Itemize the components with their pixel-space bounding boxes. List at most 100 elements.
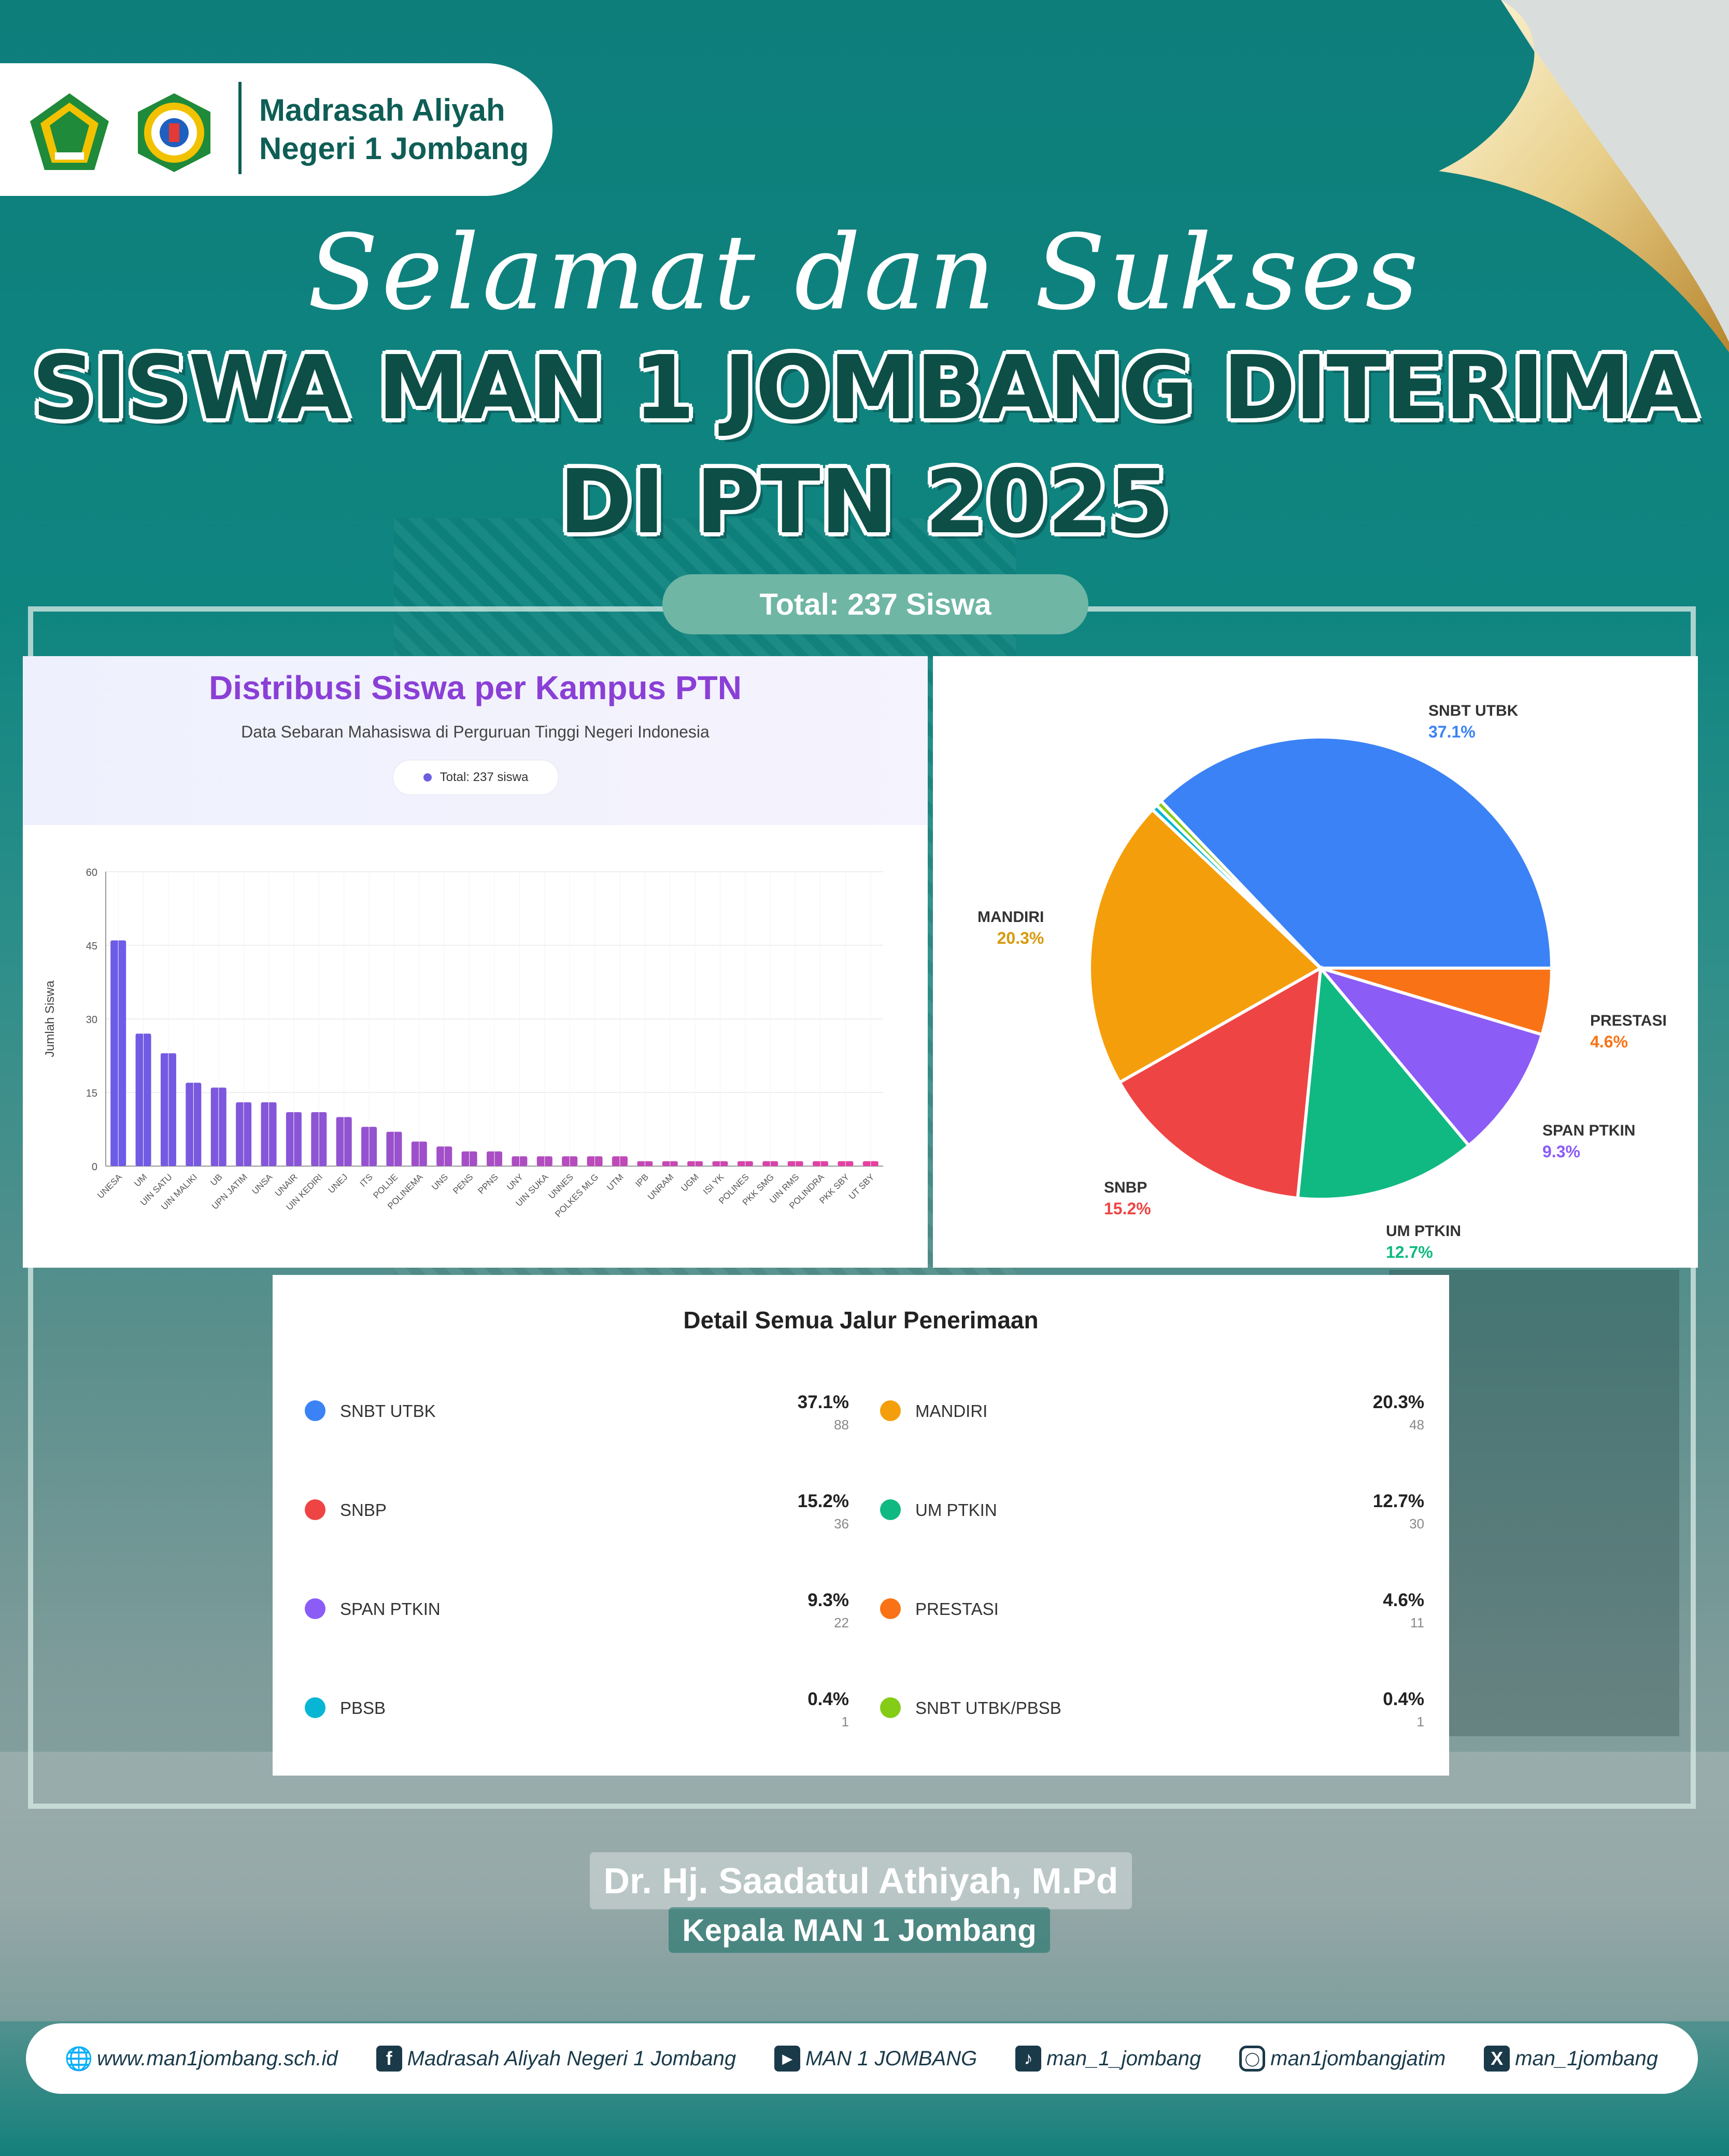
x-tick-label: ISI YK xyxy=(701,1172,726,1197)
pie-label-name: SNBP xyxy=(1104,1179,1147,1196)
pie-label-name: UM PTKIN xyxy=(1386,1223,1461,1240)
pie-chart-panel: SNBT UTBK 37.1% MANDIRI 20.3% PRESTASI 4… xyxy=(933,656,1698,1268)
tiktok-icon: ♪ xyxy=(1015,2046,1042,2072)
footer-x[interactable]: X man_1jombang xyxy=(1484,2046,1658,2072)
pie-slice xyxy=(1117,965,1323,1200)
pie-label-pct: 20.3% xyxy=(997,929,1044,947)
facebook-icon: f xyxy=(376,2046,402,2072)
pie-slice xyxy=(1296,964,1471,1201)
bar-chart-title: Distribusi Siswa per Kampus PTN xyxy=(209,669,742,706)
detail-label: UM PTKIN xyxy=(915,1500,997,1520)
x-tick-label: UNY xyxy=(505,1172,525,1192)
detail-item: PRESTASI 4.6% 11 xyxy=(880,1581,1424,1638)
detail-count: 88 xyxy=(834,1417,849,1432)
pie-label-mandiri: MANDIRI 20.3% xyxy=(977,907,1044,948)
pie-label-name: PRESTASI xyxy=(1590,1012,1667,1029)
detail-label: PRESTASI xyxy=(915,1599,999,1619)
main-title-line2: DI PTN 2025 xyxy=(559,451,1170,554)
school-name: Madrasah Aliyah Negeri 1 Jombang xyxy=(259,91,529,168)
pie-label-snbt-utbk: SNBT UTBK 37.1% xyxy=(1428,701,1518,742)
footer-instagram[interactable]: ◯ man1jombangjatim xyxy=(1239,2046,1445,2072)
detail-item: SNBT UTBK 37.1% 88 xyxy=(305,1383,849,1440)
detail-label: SNBP xyxy=(340,1500,387,1520)
globe-icon: 🌐 xyxy=(64,2046,93,2072)
footer-bar: 🌐 www.man1jombang.sch.id f Madrasah Aliy… xyxy=(26,2023,1698,2094)
footer-instagram-label: man1jombangjatim xyxy=(1270,2047,1446,2070)
pie-label-pct: 15.2% xyxy=(1104,1199,1151,1218)
kemenag-logo xyxy=(30,93,109,170)
detail-count: 48 xyxy=(1409,1417,1424,1432)
detail-dot-icon xyxy=(880,1400,901,1421)
detail-item: SPAN PTKIN 9.3% 22 xyxy=(305,1581,849,1638)
background-road xyxy=(0,1752,1729,2021)
instagram-icon: ◯ xyxy=(1239,2046,1266,2072)
y-tick-label: 15 xyxy=(86,1088,97,1099)
detail-percent: 20.3% xyxy=(1372,1392,1424,1412)
footer-tiktok-label: man_1_jombang xyxy=(1046,2047,1201,2070)
x-tick-label: PENS xyxy=(451,1172,475,1196)
youtube-icon: ▶ xyxy=(774,2046,801,2072)
bar-chart-panel: Distribusi Siswa per Kampus PTN Data Seb… xyxy=(23,656,928,1268)
detail-label: MANDIRI xyxy=(915,1401,988,1421)
footer-tiktok[interactable]: ♪ man_1_jombang xyxy=(1015,2046,1201,2072)
y-tick-label: 60 xyxy=(86,867,97,878)
x-tick-label: UGM xyxy=(679,1172,700,1193)
school-name-line1: Madrasah Aliyah xyxy=(259,93,505,127)
x-tick-label: UT SBY xyxy=(847,1172,876,1201)
detail-percent: 9.3% xyxy=(807,1590,849,1610)
detail-panel: Detail Semua Jalur Penerimaan SNBT UTBK 3… xyxy=(273,1275,1449,1776)
principal-name: Dr. Hj. Saadatul Athiyah, M.Pd xyxy=(590,1852,1132,1909)
detail-percent: 15.2% xyxy=(797,1491,849,1511)
detail-count: 1 xyxy=(1416,1714,1424,1729)
detail-percent: 0.4% xyxy=(807,1689,849,1709)
total-badge: Total: 237 Siswa xyxy=(662,574,1088,634)
detail-item: MANDIRI 20.3% 48 xyxy=(880,1383,1424,1440)
footer-youtube[interactable]: ▶ MAN 1 JOMBANG xyxy=(774,2046,977,2072)
detail-count: 22 xyxy=(834,1615,849,1630)
bar-chart-header xyxy=(23,656,928,825)
x-tick-label: ITS xyxy=(358,1172,375,1188)
footer-youtube-label: MAN 1 JOMBANG xyxy=(805,2047,977,2070)
x-icon: X xyxy=(1484,2046,1510,2072)
x-tick-label: UNSA xyxy=(250,1172,275,1196)
pie-chart xyxy=(1088,735,1554,1201)
y-tick-label: 0 xyxy=(92,1161,97,1173)
detail-item: SNBT UTBK/PBSB 0.4% 1 xyxy=(880,1680,1424,1737)
detail-dot-icon xyxy=(305,1697,325,1718)
pie-slice xyxy=(1154,799,1322,970)
detail-dot-icon xyxy=(880,1697,901,1718)
pie-slice xyxy=(1088,807,1324,1085)
pie-label-prestasi: PRESTASI 4.6% xyxy=(1590,1011,1667,1052)
x-tick-label: UNS xyxy=(430,1172,450,1192)
detail-label: SNBT UTBK xyxy=(340,1401,436,1421)
detail-percent: 37.1% xyxy=(797,1392,849,1412)
footer-website-label: www.man1jombang.sch.id xyxy=(97,2047,338,2070)
detail-percent: 0.4% xyxy=(1383,1689,1424,1709)
pie-label-pct: 12.7% xyxy=(1386,1243,1433,1261)
bar-chart-total-badge: Total: 237 siswa xyxy=(393,760,559,795)
pie-label-name: SPAN PTKIN xyxy=(1542,1122,1636,1139)
x-tick-label: POLKES MLG xyxy=(553,1172,600,1219)
school-name-line2: Negeri 1 Jombang xyxy=(259,131,529,166)
x-tick-label: IPB xyxy=(633,1172,650,1189)
detail-dot-icon xyxy=(305,1598,325,1619)
principal-title: Kepala MAN 1 Jombang xyxy=(669,1907,1050,1953)
pie-label-span-ptkin: SPAN PTKIN 9.3% xyxy=(1542,1120,1635,1162)
footer-facebook[interactable]: f Madrasah Aliyah Negeri 1 Jombang xyxy=(376,2046,736,2072)
footer-facebook-label: Madrasah Aliyah Negeri 1 Jombang xyxy=(407,2047,736,2070)
footer-website[interactable]: 🌐 www.man1jombang.sch.id xyxy=(64,2046,338,2072)
detail-item: PBSB 0.4% 1 xyxy=(305,1680,849,1737)
script-title: Selamat dan Sukses xyxy=(307,212,1422,333)
detail-label: PBSB xyxy=(340,1698,386,1718)
x-tick-label: UTM xyxy=(605,1172,625,1192)
detail-count: 1 xyxy=(841,1714,849,1729)
x-tick-label: UNESA xyxy=(95,1172,124,1200)
detail-title: Detail Semua Jalur Penerimaan xyxy=(683,1307,1039,1334)
bar-chart-total-label: Total: 237 siswa xyxy=(440,770,529,784)
detail-count: 36 xyxy=(834,1516,849,1531)
main-title-line1: SISWA MAN 1 JOMBANG DITERIMA xyxy=(32,337,1698,439)
detail-dot-icon xyxy=(880,1499,901,1520)
pie-label-name: MANDIRI xyxy=(977,909,1044,926)
